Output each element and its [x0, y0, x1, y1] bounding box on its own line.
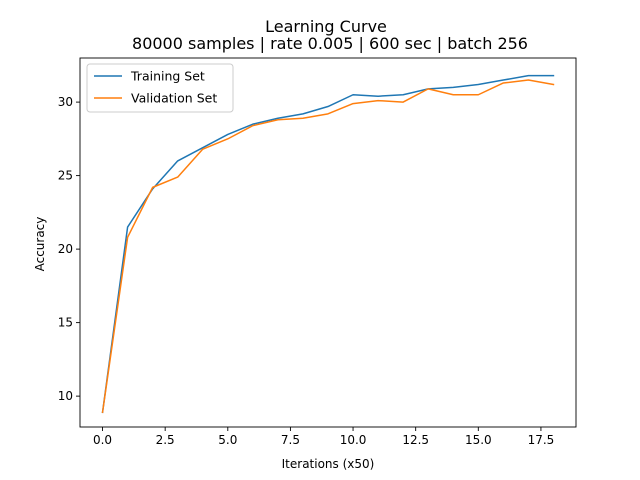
series-line-1 [101, 79, 555, 414]
legend-label-1: Validation Set [131, 91, 217, 106]
plot-area: 0.0 2.5 5.0 7.5 10.0 12.5 15.0 17.5 10 15 20 25 30 [58, 57, 577, 447]
x-tick-label: 7.5 [281, 433, 300, 447]
chart-title: Learning Curve [265, 17, 387, 36]
y-axis-label: Accuracy [33, 217, 47, 272]
x-tick-label: 12.5 [402, 433, 429, 447]
y-tick-label: 30 [58, 95, 73, 109]
x-tick-label: 10.0 [340, 433, 367, 447]
x-tick-label: 2.5 [156, 433, 175, 447]
plot-frame [79, 57, 577, 428]
y-tick-label: 20 [58, 242, 73, 256]
x-tick-label: 0.0 [93, 433, 112, 447]
chart-subtitle: 80000 samples | rate 0.005 | 600 sec | b… [132, 34, 528, 53]
legend-label-0: Training Set [130, 69, 205, 84]
legend: Training Set Validation Set [86, 63, 234, 113]
x-tick-label: 5.0 [218, 433, 237, 447]
y-tick-label: 10 [58, 389, 73, 403]
y-tick-label: 15 [58, 316, 73, 330]
x-tick-label: 15.0 [465, 433, 492, 447]
legend-box [86, 63, 234, 113]
series-line-0 [101, 74, 555, 414]
x-tick-label: 17.5 [528, 433, 555, 447]
x-axis-label: Iterations (x50) [282, 457, 375, 471]
y-tick-label: 25 [58, 169, 73, 183]
